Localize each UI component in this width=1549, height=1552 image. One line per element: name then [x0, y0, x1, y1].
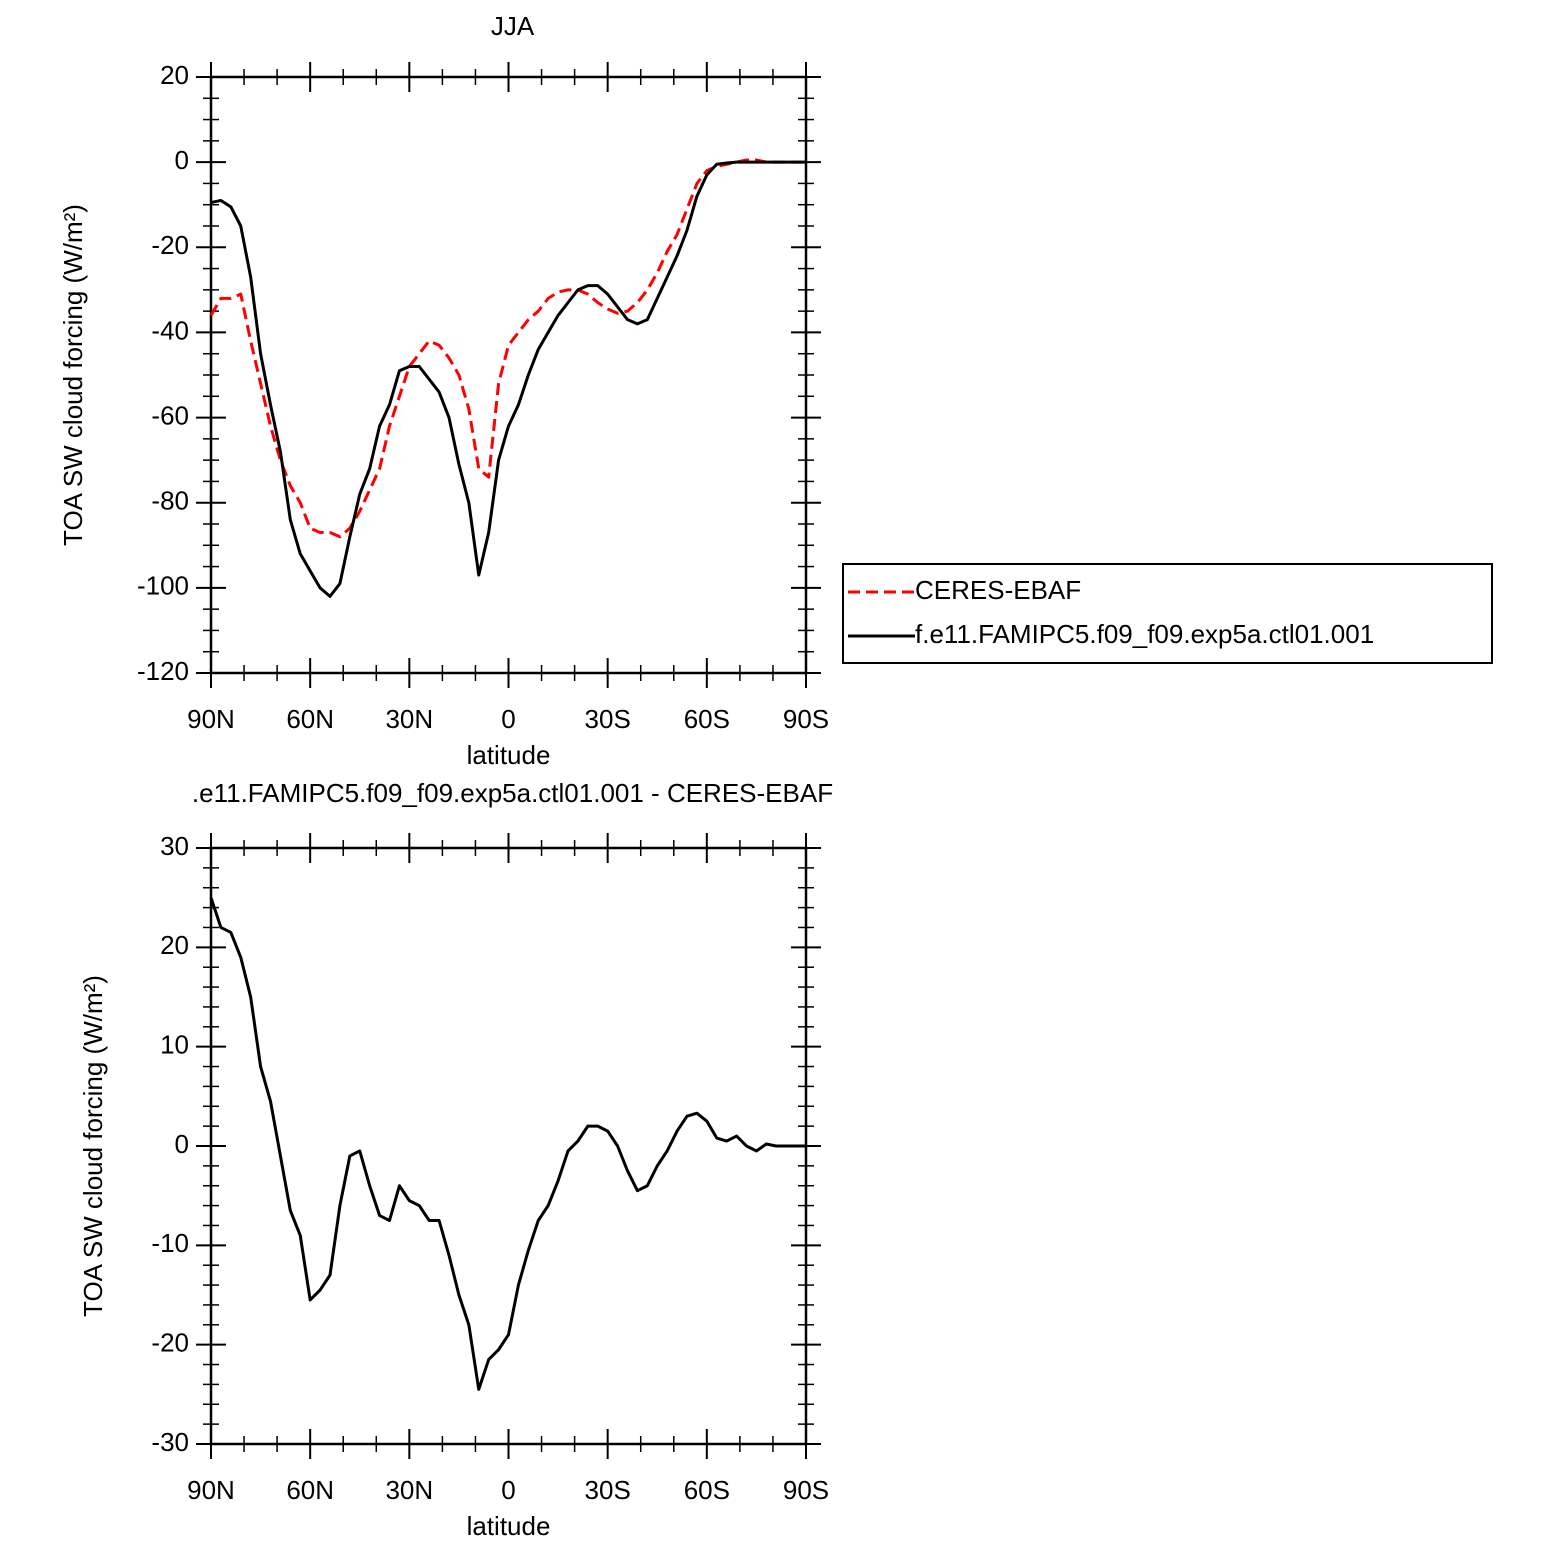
x-tick-label: 60S	[684, 704, 730, 734]
y-axis-label: TOA SW cloud forcing (W/m²)	[78, 975, 108, 1317]
y-tick-label: -80	[151, 486, 189, 516]
x-tick-label: 30N	[385, 704, 433, 734]
x-tick-label: 60N	[286, 1475, 334, 1505]
x-tick-label: 90S	[783, 704, 829, 734]
y-tick-label: -60	[151, 400, 189, 430]
y-tick-label: 30	[160, 831, 189, 861]
y-tick-label: 10	[160, 1030, 189, 1060]
x-tick-label: 90N	[187, 1475, 235, 1505]
y-tick-label: -10	[151, 1228, 189, 1258]
y-tick-label: -40	[151, 315, 189, 345]
x-tick-label: 0	[501, 1475, 515, 1505]
y-tick-label: -30	[151, 1427, 189, 1457]
y-tick-label: -20	[151, 230, 189, 260]
y-tick-label: -20	[151, 1328, 189, 1358]
chart-title: .e11.FAMIPC5.f09_f09.exp5a.ctl01.001 - C…	[192, 778, 833, 808]
y-tick-label: -120	[137, 656, 189, 686]
data-line	[209, 158, 806, 539]
y-axis-label: TOA SW cloud forcing (W/m²)	[58, 204, 88, 546]
x-tick-label: 90S	[783, 1475, 829, 1505]
x-tick-label: 60N	[286, 704, 334, 734]
x-tick-label: 30S	[585, 1475, 631, 1505]
chart-title: JJA	[491, 11, 535, 41]
x-axis-label: latitude	[467, 740, 551, 770]
y-tick-label: 0	[175, 145, 189, 175]
x-axis-label: latitude	[467, 1511, 551, 1541]
x-tick-label: 30S	[585, 704, 631, 734]
x-tick-label: 60S	[684, 1475, 730, 1505]
legend-label: f.e11.FAMIPC5.f09_f09.exp5a.ctl01.001	[915, 619, 1374, 649]
x-tick-label: 90N	[187, 704, 235, 734]
x-tick-label: 30N	[385, 1475, 433, 1505]
data-line	[210, 160, 806, 598]
y-tick-label: 20	[160, 930, 189, 960]
y-tick-label: 20	[160, 60, 189, 90]
y-tick-label: -100	[137, 571, 189, 601]
data-line	[209, 897, 806, 1391]
legend-label: CERES-EBAF	[915, 575, 1081, 605]
plot-frame	[209, 75, 808, 675]
y-tick-label: 0	[175, 1129, 189, 1159]
x-tick-label: 0	[501, 704, 515, 734]
plot-frame	[209, 846, 808, 1446]
legend-box	[842, 563, 1493, 664]
